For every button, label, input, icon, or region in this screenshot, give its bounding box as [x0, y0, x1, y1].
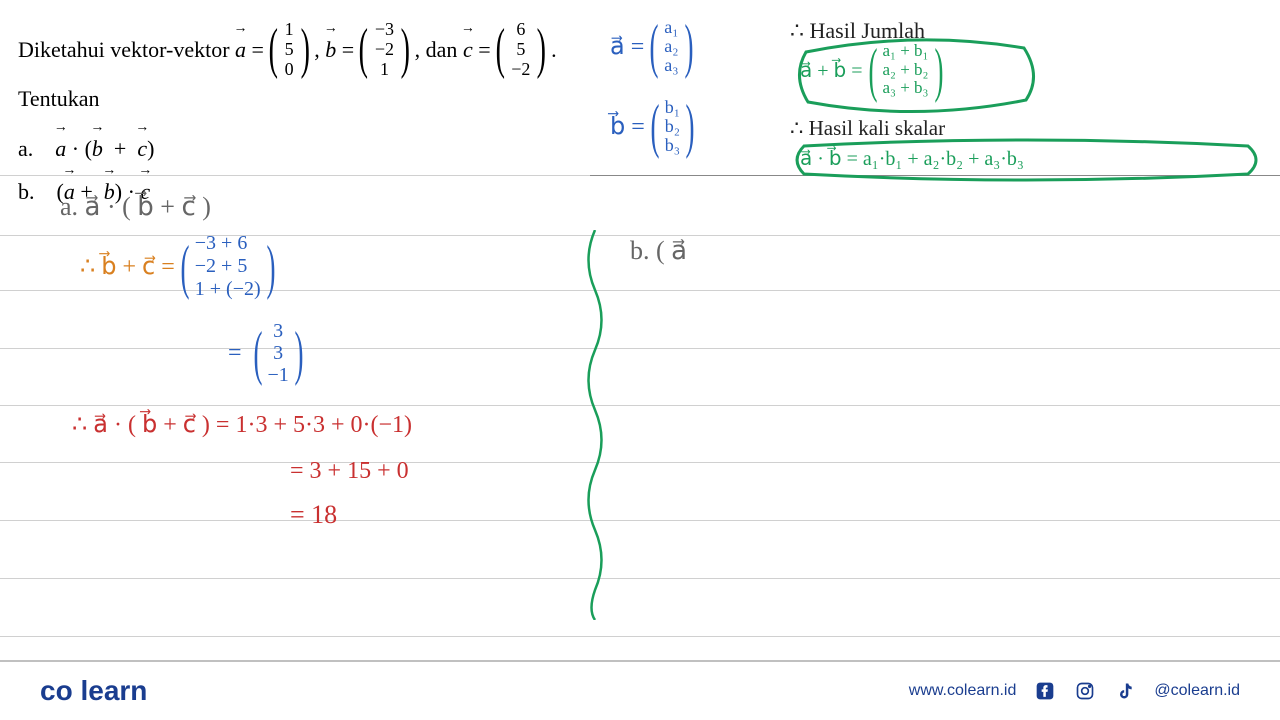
- work-a-step2: = ( 33−1 ): [228, 320, 309, 386]
- work-a-simplify: = 3 + 15 + 0: [290, 458, 409, 485]
- vec-b-def: b⃗ = ( b₁b₂b₃ ): [610, 98, 700, 155]
- rule-line: [0, 462, 1280, 463]
- footer-handle: @colearn.id: [1154, 682, 1240, 700]
- rule-line: [0, 636, 1280, 637]
- work-a-step1: ∴ b⃗ + c⃗ = ( −3 + 6−2 + 51 + (−2) ): [80, 232, 281, 301]
- column-divider: [580, 230, 610, 620]
- tentukan-label: Tentukan: [18, 81, 557, 116]
- rule-line: [0, 520, 1280, 521]
- vec-a-def: a⃗ = ( a₁a₂a₃ ): [610, 18, 698, 75]
- work-a-dotprod: ∴ a⃗ · ( b⃗ + c⃗ ) = 1·3 + 5·3 + 0·(−1): [72, 410, 412, 439]
- tiktok-icon: [1114, 680, 1136, 702]
- item-a-label: a.: [18, 136, 33, 161]
- brand-logo: co learn: [40, 675, 147, 707]
- sum-formula-circle: [786, 36, 1046, 116]
- facebook-icon: [1034, 680, 1056, 702]
- work-b-header: b. ( a⃗: [630, 236, 687, 266]
- rule-line: [0, 348, 1280, 349]
- rule-line: [0, 405, 1280, 406]
- footer-url: www.colearn.id: [909, 682, 1017, 700]
- instagram-icon: [1074, 680, 1096, 702]
- item-b-label: b.: [18, 179, 35, 204]
- problem-statement: Diketahui vektor-vektor a = ( 150 ) , b …: [18, 20, 557, 209]
- work-a-answer: = 18: [290, 500, 337, 530]
- problem-intro: Diketahui vektor-vektor: [18, 32, 230, 67]
- rule-line: [0, 578, 1280, 579]
- dot-formula-circle: [786, 138, 1266, 182]
- footer-bar: co learn www.colearn.id @colearn.id: [0, 660, 1280, 720]
- work-a-header: a. a⃗ · ( b⃗ + c⃗ ): [60, 192, 211, 222]
